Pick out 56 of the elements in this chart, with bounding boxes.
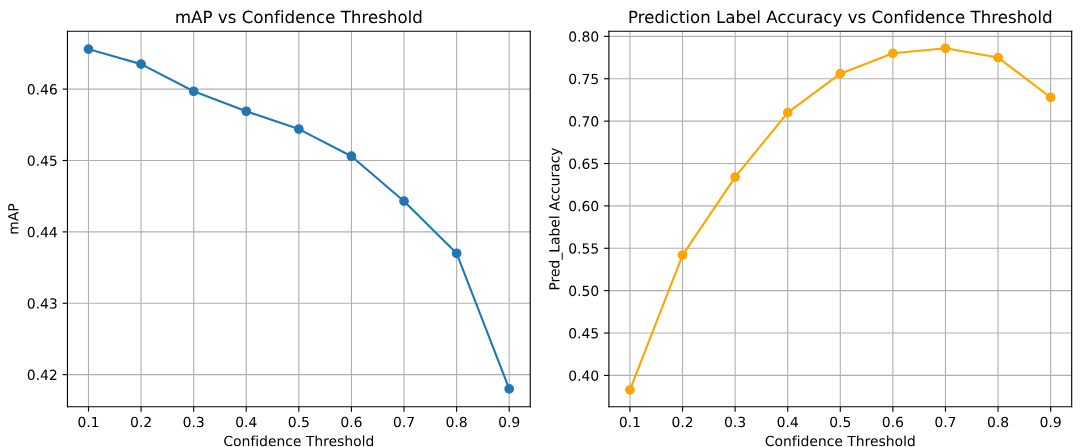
y-tick-label: 0.42 [27,369,57,381]
x-axis-title: Confidence Threshold [765,435,915,447]
x-tick-label: 0.8 [987,416,1009,428]
x-tick-label: 0.1 [619,416,640,428]
point [677,250,688,260]
x-tick-label: 0.5 [288,416,309,428]
y-tick-label: 0.40 [569,370,599,381]
x-tick-label: 0.3 [183,416,204,428]
point [188,86,199,97]
x-tick-label: 0.7 [935,416,956,428]
y-tick-label: 0.80 [569,31,599,42]
x-tick-label: 0.7 [393,416,414,428]
x-axis-title: Confidence Threshold [224,435,374,447]
y-tick-label: 0.60 [569,200,599,212]
point [241,106,252,117]
y-tick-label: 0.55 [569,243,598,254]
x-tick-label: 0.2 [130,416,151,428]
x-tick-label: 0.5 [830,416,851,428]
point [399,196,409,207]
x-tick-label: 0.9 [499,416,520,428]
point [730,172,740,182]
point [136,59,146,69]
point [451,248,462,259]
y-axis-title: Pred_Label Accuracy [548,147,563,290]
point [835,68,846,79]
x-tick-label: 0.2 [672,416,693,428]
point [782,107,793,118]
y-tick-label: 0.43 [27,298,57,309]
point [504,384,515,394]
point [83,44,94,54]
point [888,48,898,59]
x-tick-label: 0.8 [446,416,467,428]
x-tick-label: 0.3 [724,416,746,428]
point [1045,92,1056,103]
x-tick-label: 0.4 [236,416,257,428]
y-tick-label: 0.70 [569,116,599,127]
y-axis-title: mAP [8,203,19,234]
x-tick-label: 0.1 [78,416,99,428]
y-tick-label: 0.50 [569,285,599,297]
point [940,43,951,54]
x-tick-label: 0.9 [1040,416,1061,428]
y-tick-label: 0.65 [569,158,598,169]
point [293,124,304,134]
x-tick-label: 0.6 [341,416,362,428]
point [346,151,357,162]
x-tick-label: 0.4 [777,416,798,428]
point [625,384,635,395]
y-tick-label: 0.45 [27,155,57,166]
y-tick-label: 0.75 [569,73,598,85]
y-tick-label: 0.45 [569,328,598,339]
point [993,52,1003,63]
chart-title: Prediction Label Accuracy vs Confidence Threshold [629,10,1052,27]
y-tick-label: 0.46 [27,84,57,95]
y-tick-label: 0.44 [27,226,57,238]
x-tick-label: 0.6 [882,416,904,428]
chart-title: mAP vs Confidence Threshold [176,10,422,24]
